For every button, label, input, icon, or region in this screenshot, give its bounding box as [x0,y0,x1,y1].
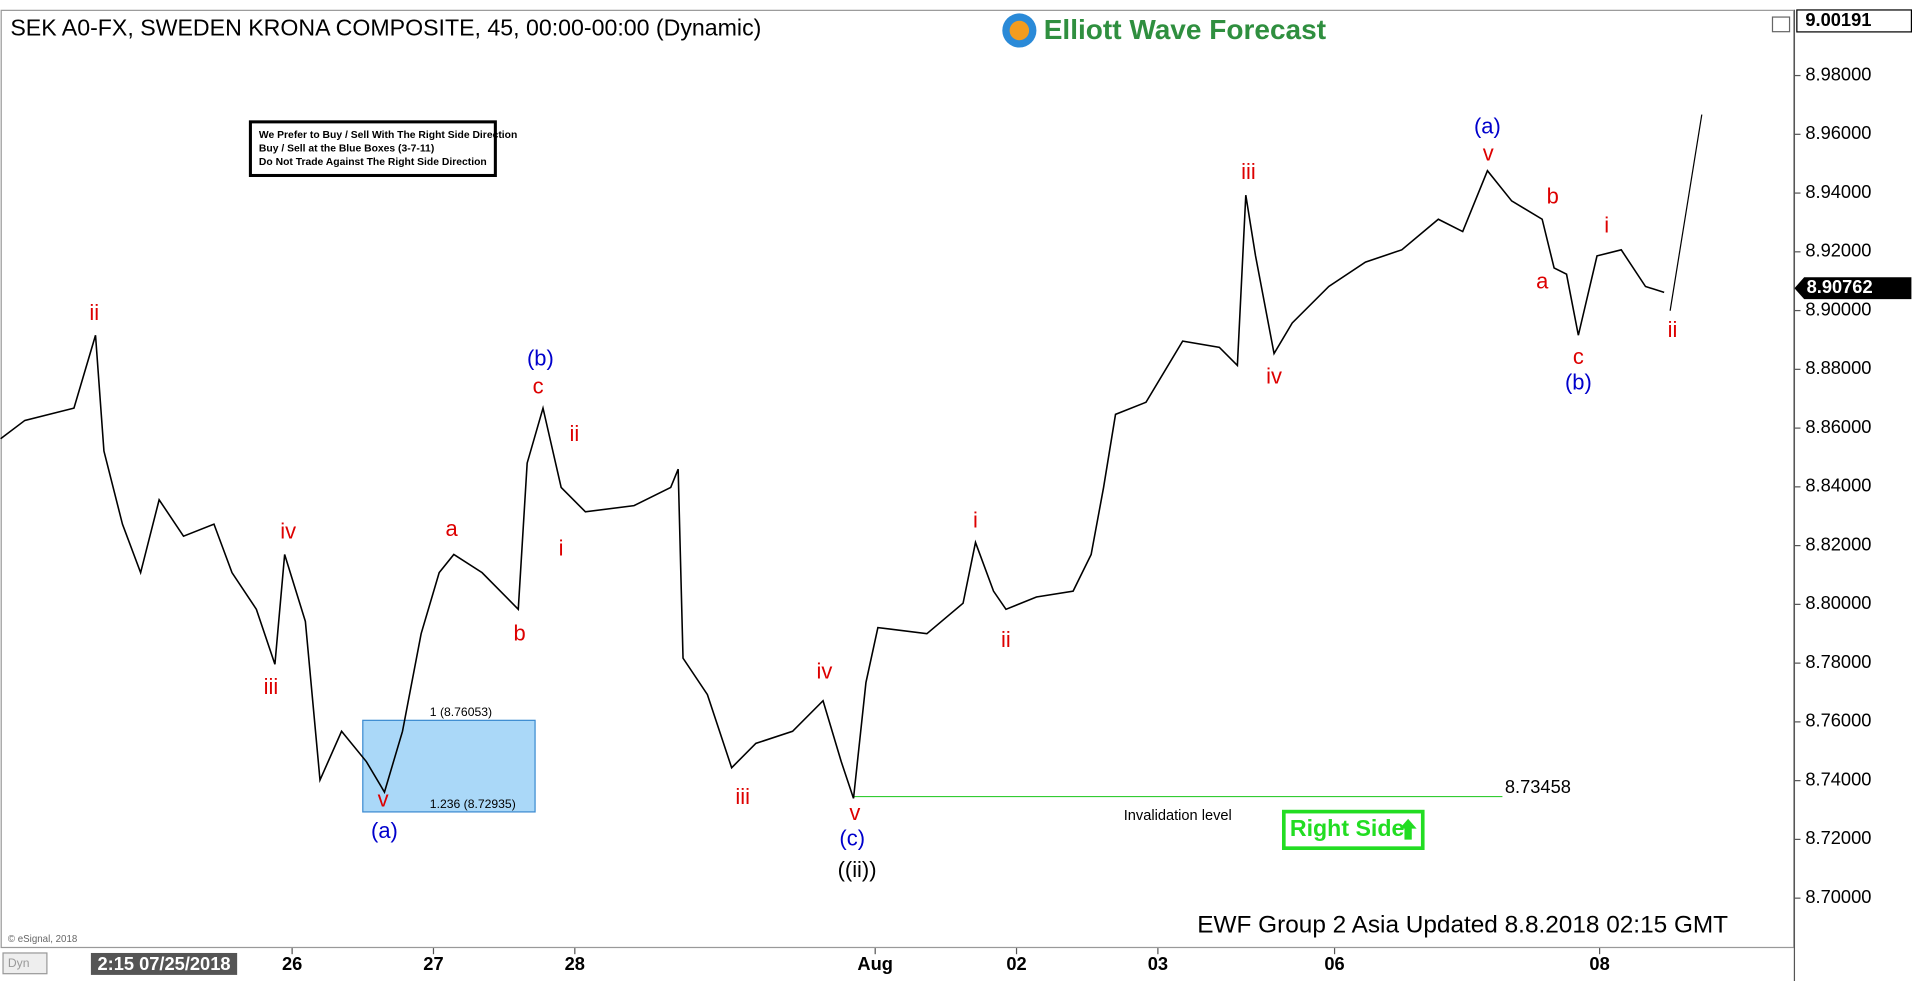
x-tick-label: 03 [1148,953,1168,974]
wave-label: i [559,536,564,561]
invalidation-value: 8.73458 [1505,776,1571,797]
mode-text: Dyn [8,956,30,970]
y-tick-label: 8.94000 [1805,181,1871,202]
wave-label: (a) [1474,114,1501,139]
window-icon [1771,16,1791,33]
wave-label: ii [89,300,99,325]
invalidation-text: Invalidation level [1124,808,1232,824]
price-line [0,169,1665,799]
y-tick-label: 8.76000 [1805,710,1871,731]
cursor-date-label: 2:15 07/25/2018 [97,953,230,974]
y-tick-label: 8.98000 [1805,63,1871,84]
y-tick-label: 8.88000 [1805,357,1871,378]
wave-label: a [1536,268,1549,293]
wave-label: ii [1001,627,1011,652]
cursor-date-box [90,952,238,975]
y-tick-label: 8.82000 [1805,533,1871,554]
wave-label: iii [735,784,750,809]
fib-level-label: 1.236 (8.72935) [430,797,516,811]
wave-label: c [533,373,544,398]
wave-label: (b) [1565,370,1592,395]
wave-label: b [514,621,526,646]
note-line: We Prefer to Buy / Sell With The Right S… [259,130,517,141]
y-tick-label: 8.72000 [1805,827,1871,848]
wave-label: iii [264,674,279,699]
wave-label: iv [1266,364,1282,389]
note-line: Do Not Trade Against The Right Side Dire… [259,157,487,168]
up-arrow-icon [1399,818,1417,840]
chart-title: SEK A0-FX, SWEDEN KRONA COMPOSITE, 45, 0… [10,14,761,40]
y-tick-label: 8.90000 [1805,298,1871,319]
wave-label: v [849,800,860,825]
wave-label: v [378,786,389,811]
wave-label: a [445,516,458,541]
top-price-box [1796,9,1912,33]
x-tick-label: 28 [565,953,585,974]
mode-box [2,952,48,975]
wave-label: c [1573,344,1584,369]
x-tick-label: 06 [1324,953,1344,974]
projection-line [1669,114,1703,311]
copyright: © eSignal, 2018 [8,934,77,945]
last-price-label: 8.90762 [1807,276,1873,297]
logo-text: Elliott Wave Forecast [1044,14,1326,45]
wave-label: iii [1241,159,1256,184]
y-tick-label: 8.78000 [1805,651,1871,672]
y-tick-label: 8.70000 [1805,886,1871,907]
right-side-box [1281,809,1425,850]
x-tick-label: Aug [857,953,893,974]
y-tick-label: 8.92000 [1805,240,1871,261]
wave-label: v [1483,141,1494,166]
wave-label: (a) [371,818,398,843]
wave-label: iv [816,659,832,684]
x-tick-label: 08 [1589,953,1609,974]
wave-label: (c) [839,825,865,850]
wave-label: i [1604,212,1609,237]
y-tick-label: 8.96000 [1805,122,1871,143]
logo-icon-inner [1009,20,1030,41]
fib-level-label: 1 (8.76053) [430,705,492,719]
top-price-label: 9.00191 [1805,9,1871,30]
wave-label: (b) [527,345,554,370]
y-tick-label: 8.80000 [1805,592,1871,613]
x-tick-label: 02 [1006,953,1026,974]
wave-label: b [1547,183,1559,208]
y-tick-label: 8.84000 [1805,475,1871,496]
x-tick-label: 26 [282,953,302,974]
last-price-box [1794,277,1912,300]
y-tick-label: 8.86000 [1805,416,1871,437]
x-tick-label: 27 [423,953,443,974]
footer-text: EWF Group 2 Asia Updated 8.8.2018 02:15 … [1197,912,1728,939]
note-line: Buy / Sell at the Blue Boxes (3-7-11) [259,143,434,154]
note-box [248,120,497,178]
wave-label: ((ii)) [838,857,877,882]
wave-label: i [973,507,978,532]
right-side-text: Right Side [1290,815,1405,841]
wave-label: ii [1668,317,1678,342]
y-tick-label: 8.74000 [1805,768,1871,789]
wave-label: iv [280,518,296,543]
wave-label: ii [570,421,580,446]
